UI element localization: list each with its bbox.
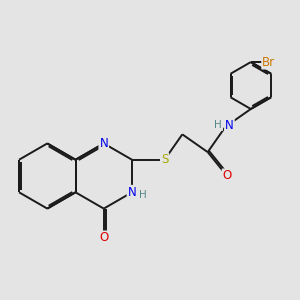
- Text: N: N: [225, 118, 234, 132]
- Text: N: N: [128, 186, 136, 199]
- Text: S: S: [161, 153, 168, 166]
- Text: H: H: [214, 120, 222, 130]
- Text: N: N: [99, 137, 108, 150]
- Text: H: H: [139, 190, 146, 200]
- Text: O: O: [223, 169, 232, 182]
- Text: Br: Br: [262, 56, 275, 69]
- Text: O: O: [99, 231, 108, 244]
